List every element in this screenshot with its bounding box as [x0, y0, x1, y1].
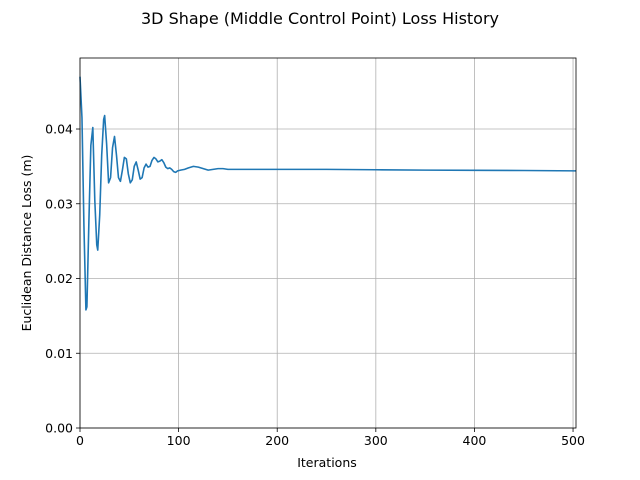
y-axis-label: Euclidean Distance Loss (m) — [19, 155, 34, 332]
x-axis-label: Iterations — [297, 455, 357, 470]
axes-frame — [79, 57, 577, 429]
chart-title: 3D Shape (Middle Control Point) Loss His… — [141, 9, 499, 28]
x-tick-label: 100 — [167, 433, 191, 448]
y-tick-label: 0.03 — [45, 196, 73, 211]
grid-lines — [79, 58, 576, 429]
y-tick-label: 0.01 — [45, 346, 73, 361]
axes — [79, 57, 577, 429]
x-tick-label: 300 — [364, 433, 388, 448]
x-tick-label: 200 — [265, 433, 289, 448]
x-tick-label: 0 — [76, 433, 84, 448]
y-tick-label: 0.02 — [45, 271, 73, 286]
y-tick-label: 0.00 — [45, 421, 73, 436]
y-tick-label: 0.04 — [45, 122, 73, 137]
tick-labels: 0 100 200 300 400 500 0.00 0.01 0.02 0.03 0.04 — [45, 122, 585, 448]
x-tick-label: 500 — [561, 433, 585, 448]
loss-series-line — [79, 76, 577, 311]
plot-area — [79, 76, 577, 311]
x-tick-label: 400 — [463, 433, 487, 448]
